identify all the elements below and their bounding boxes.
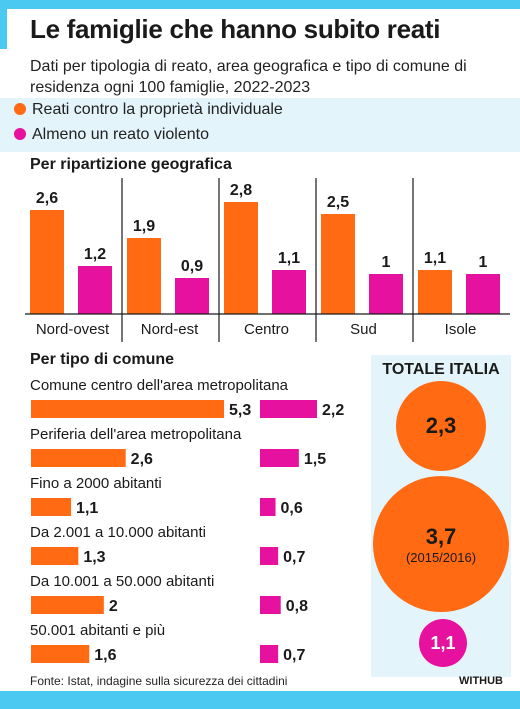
totale-violent-circle: 1,1 xyxy=(419,619,467,667)
bar-violent xyxy=(369,274,403,314)
category-label: Isole xyxy=(445,321,477,338)
geo-section-title: Per ripartizione geografica xyxy=(30,156,232,173)
totale-violent-value: 1,1 xyxy=(430,632,456,653)
bar-value-label: 0,7 xyxy=(283,549,305,566)
bar-value-label: 2,8 xyxy=(230,182,252,199)
comune-category-label: 50.001 abitanti e più xyxy=(30,622,165,639)
bar-value-label: 1 xyxy=(382,254,391,271)
bar-property xyxy=(31,498,72,516)
bar-violent xyxy=(175,278,209,314)
bar-value-label: 2,2 xyxy=(322,402,344,419)
bar-property xyxy=(321,214,355,314)
brand-logo: WITHUB xyxy=(459,675,503,687)
comune-category-label: Fino a 2000 abitanti xyxy=(30,475,162,492)
bar-violent xyxy=(466,274,500,314)
bar-property xyxy=(418,270,452,314)
comune-category-label: Comune centro dell'area metropolitana xyxy=(30,377,289,394)
bar-property xyxy=(31,645,90,663)
legend-item-property: Reati contro la proprietà individuale xyxy=(14,101,283,119)
bar-value-label: 5,3 xyxy=(229,402,251,419)
comune-category-label: Da 2.001 a 10.000 abitanti xyxy=(30,524,206,541)
bar-value-label: 1,1 xyxy=(278,250,300,267)
bottom-accent-bar xyxy=(0,691,520,709)
source-note: Fonte: Istat, indagine sulla sicurezza d… xyxy=(30,674,288,688)
bar-property xyxy=(31,596,104,614)
bar-value-label: 0,9 xyxy=(181,258,203,275)
bar-value-label: 1,6 xyxy=(94,647,116,664)
bar-value-label: 0,7 xyxy=(283,647,305,664)
geo-chart: 2,6 1,2 Nord-ovest 1,9 0,9 Nord-est 2,8 1,1 Cent… xyxy=(25,178,510,342)
comune-chart: Comune centro dell'area metropolitana 5,3… xyxy=(30,377,344,664)
bar-value-label: 1 xyxy=(479,254,488,271)
comune-category-label: Da 10.001 a 50.000 abitanti xyxy=(30,573,214,590)
bar-property xyxy=(224,202,258,314)
bar-violent xyxy=(260,400,317,418)
bar-value-label: 0,8 xyxy=(286,598,308,615)
bar-violent xyxy=(78,266,112,314)
legend-label-violent: Almeno un reato violento xyxy=(32,126,209,143)
bar-property xyxy=(127,238,161,314)
bar-property xyxy=(31,400,224,418)
bar-violent xyxy=(260,498,276,516)
legend: Reati contro la proprietà individuale Al… xyxy=(0,98,520,152)
totale-title: TOTALE ITALIA xyxy=(382,361,500,378)
bar-value-label: 2,6 xyxy=(36,190,58,207)
title-accent-bar xyxy=(0,9,7,49)
bar-property xyxy=(31,449,126,467)
bar-value-label: 2,5 xyxy=(327,194,349,211)
bar-value-label: 1,1 xyxy=(76,500,98,517)
legend-dot-violent xyxy=(14,128,26,140)
page-title: Le famiglie che hanno subito reati xyxy=(30,14,441,44)
bar-violent xyxy=(260,449,299,467)
comune-section-title: Per tipo di comune xyxy=(30,351,175,368)
totale-property-circle: 2,3 xyxy=(396,381,486,471)
category-label: Nord-est xyxy=(141,321,199,338)
page-subtitle: Dati per tipologia di reato, area geogra… xyxy=(30,58,467,96)
bar-violent xyxy=(272,270,306,314)
top-accent-bar xyxy=(0,0,520,9)
category-label: Centro xyxy=(244,321,289,338)
category-label: Sud xyxy=(350,321,377,338)
bar-violent xyxy=(260,645,279,663)
category-label: Nord-ovest xyxy=(36,321,110,338)
bar-value-label: 2,6 xyxy=(131,451,153,468)
comune-category-label: Periferia dell'area metropolitana xyxy=(30,426,242,443)
bar-property xyxy=(30,210,64,314)
bar-value-label: 1,5 xyxy=(304,451,326,468)
bar-value-label: 1,3 xyxy=(83,549,105,566)
bar-value-label: 1,2 xyxy=(84,246,106,263)
legend-label-property: Reati contro la proprietà individuale xyxy=(32,101,283,118)
bar-violent xyxy=(260,547,279,565)
totale-reference-circle: 3,7 (2015/2016) xyxy=(373,476,509,612)
bar-value-label: 2 xyxy=(109,598,118,615)
bar-value-label: 1,9 xyxy=(133,218,155,235)
bar-value-label: 0,6 xyxy=(281,500,303,517)
bar-property xyxy=(31,547,79,565)
bar-value-label: 1,1 xyxy=(424,250,446,267)
bar-violent xyxy=(260,596,281,614)
legend-dot-property xyxy=(14,103,26,115)
totale-property-value: 2,3 xyxy=(425,413,457,438)
totale-reference-note: (2015/2016) xyxy=(405,549,477,565)
legend-item-violent: Almeno un reato violento xyxy=(14,126,209,144)
totale-reference-value: 3,7 xyxy=(425,523,457,549)
